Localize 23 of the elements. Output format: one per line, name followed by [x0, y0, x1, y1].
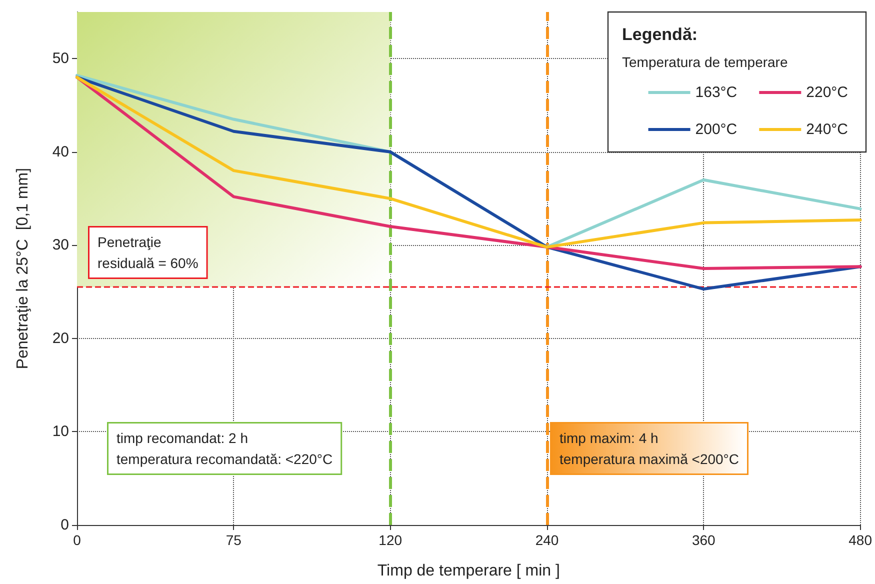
y-tick-label: 10 — [52, 423, 69, 440]
annotation: Penetraţie residuală = 60% — [98, 234, 198, 271]
annotation: timp maxim: 4 h temperatura maximă <200°C — [560, 430, 740, 467]
legend-label: 163°C — [695, 84, 738, 101]
x-tick-label: 0 — [73, 532, 82, 548]
annotation: timp recomandat: 2 h temperatura recomandată: <220°C — [116, 430, 333, 467]
legend-label: 220°C — [806, 84, 848, 101]
y-tick-label: 20 — [52, 330, 69, 347]
legend-title: Temperatura de temperare — [622, 54, 788, 70]
y-tick-label: 0 — [60, 516, 69, 534]
y-axis-title: Penetraţie la 25°C [0,1 mm] — [14, 168, 32, 370]
x-tick-label: 240 — [535, 532, 559, 548]
x-axis-title: Timp de temperare [ min ] — [377, 562, 560, 580]
x-tick-label: 120 — [378, 532, 402, 548]
y-tick-label: 30 — [52, 236, 69, 254]
x-tick-label: 75 — [226, 532, 242, 548]
y-tick-label: 40 — [52, 143, 69, 160]
x-tick-label: 360 — [692, 532, 716, 548]
annotation: Legendă: — [622, 25, 698, 44]
y-tick-label: 50 — [52, 50, 69, 68]
legend-label: 200°C — [695, 121, 738, 138]
x-tick-label: 480 — [848, 532, 872, 548]
legend-label: 240°C — [806, 121, 848, 138]
